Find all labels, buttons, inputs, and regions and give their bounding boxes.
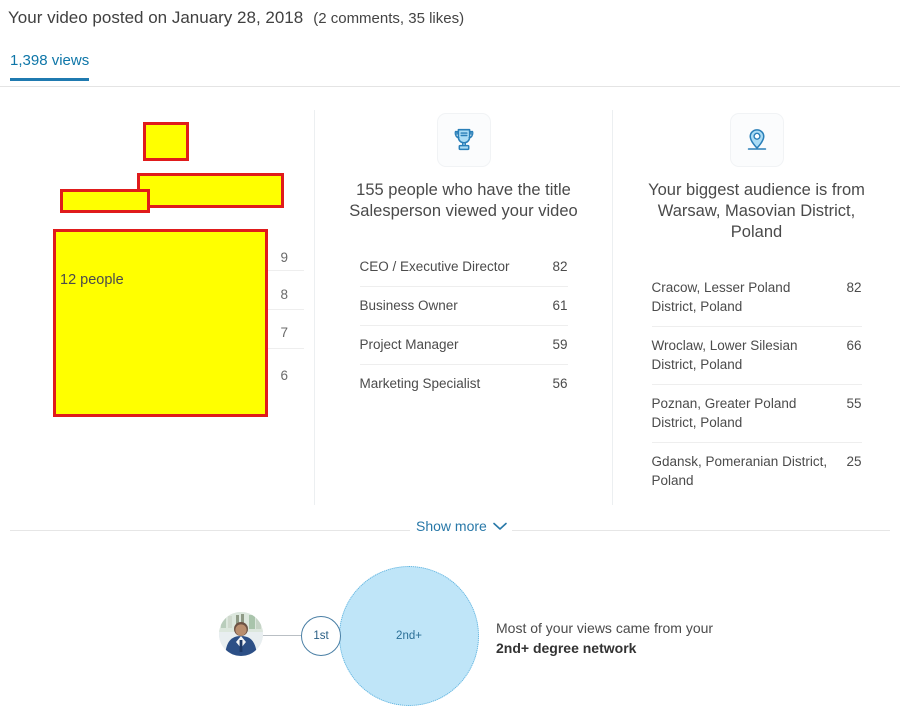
location-row-label: Gdansk, Pomeranian District, Poland — [651, 454, 828, 488]
redacted-headline — [137, 173, 284, 208]
title-row-label: Marketing Specialist — [359, 376, 481, 391]
title-row-count: 59 — [552, 337, 568, 352]
company-row-divider — [268, 348, 304, 349]
company-count: 6 — [280, 368, 288, 383]
trophy-icon — [437, 114, 490, 166]
locations-column: Your biggest audience is from Warsaw, Ma… — [613, 100, 900, 500]
location-row-label: Cracow, Lesser Poland District, Poland — [651, 280, 791, 314]
locations-list: Cracow, Lesser Poland District, Poland 82… — [651, 269, 862, 500]
company-count: 8 — [280, 287, 288, 302]
tab-views[interactable]: 1,398 views — [10, 52, 90, 81]
title-row[interactable]: Marketing Specialist 56 — [360, 365, 568, 403]
location-row-count: 25 — [846, 454, 862, 469]
title-row-count: 61 — [552, 298, 568, 313]
location-row-label: Poznan, Greater Poland District, Poland — [651, 396, 797, 430]
titles-column: 155 people who have the title Salesperso… — [315, 100, 612, 403]
location-row-count: 82 — [846, 280, 862, 295]
show-more-rule-left — [10, 530, 410, 531]
location-row-label: Wroclaw, Lower Silesian District, Poland — [651, 338, 798, 372]
locations-headline: Your biggest audience is from Warsaw, Ma… — [648, 181, 865, 241]
title-row[interactable]: CEO / Executive Director 82 — [359, 248, 568, 287]
redacted-icon-tile — [143, 122, 189, 161]
company-row-divider — [268, 270, 304, 271]
location-pin-icon — [730, 114, 783, 166]
title-row-label: Business Owner — [359, 298, 458, 313]
network-caption: Most of your views came from your 2nd+ d… — [496, 618, 713, 658]
title-row-label: Project Manager — [359, 337, 459, 352]
location-row[interactable]: Poznan, Greater Poland District, Poland 5… — [651, 385, 862, 443]
chevron-down-icon — [493, 518, 507, 534]
tab-bar: 1,398 views — [0, 52, 900, 87]
title-row-count: 82 — [552, 259, 568, 274]
avatar — [219, 612, 263, 656]
company-count: 9 — [280, 250, 288, 265]
location-row[interactable]: Wroclaw, Lower Silesian District, Poland… — [651, 327, 862, 385]
title-row-label: CEO / Executive Director — [359, 259, 510, 274]
location-row[interactable]: Cracow, Lesser Poland District, Poland 82 — [651, 269, 862, 327]
network-connector-line — [263, 635, 301, 636]
redacted-subheadline — [60, 189, 150, 213]
company-count: 7 — [280, 325, 288, 340]
column-divider-1 — [314, 110, 315, 505]
title-row[interactable]: Business Owner 61 — [359, 287, 568, 326]
titles-list: CEO / Executive Director 82 Business Owner… — [359, 248, 568, 403]
network-caption-line1: Most of your views came from your — [496, 620, 714, 636]
location-row[interactable]: Gdansk, Pomeranian District, Poland 25 — [652, 443, 862, 500]
location-row-count: 66 — [846, 338, 862, 353]
post-title-text: Your video posted on January 28, 2018 — [8, 8, 304, 27]
network-node-second-degree: 2nd+ — [339, 566, 479, 706]
network-caption-line2: 2nd+ degree network — [496, 640, 637, 656]
show-more-section: Show more — [0, 518, 900, 544]
redacted-company-list — [53, 229, 268, 417]
title-row[interactable]: Project Manager 59 — [359, 326, 568, 365]
show-more-button[interactable]: Show more — [416, 518, 508, 534]
people-count-note: 12 people — [60, 272, 124, 288]
post-engagement-meta: (2 comments, 35 likes) — [313, 10, 465, 27]
page-title: Your video posted on January 28, 2018 (2 … — [8, 8, 464, 28]
show-more-label: Show more — [416, 518, 487, 534]
title-row-count: 56 — [552, 376, 568, 391]
location-row-count: 55 — [846, 396, 862, 411]
analytics-panel: 12 people 9 8 7 6 155 people who have the t… — [0, 100, 900, 505]
column-divider-2 — [612, 110, 613, 505]
titles-headline: 155 people who have the title Salesperso… — [349, 181, 578, 220]
show-more-rule-right — [512, 530, 890, 531]
company-row-divider — [268, 309, 304, 310]
network-node-first-degree: 1st — [301, 616, 341, 656]
